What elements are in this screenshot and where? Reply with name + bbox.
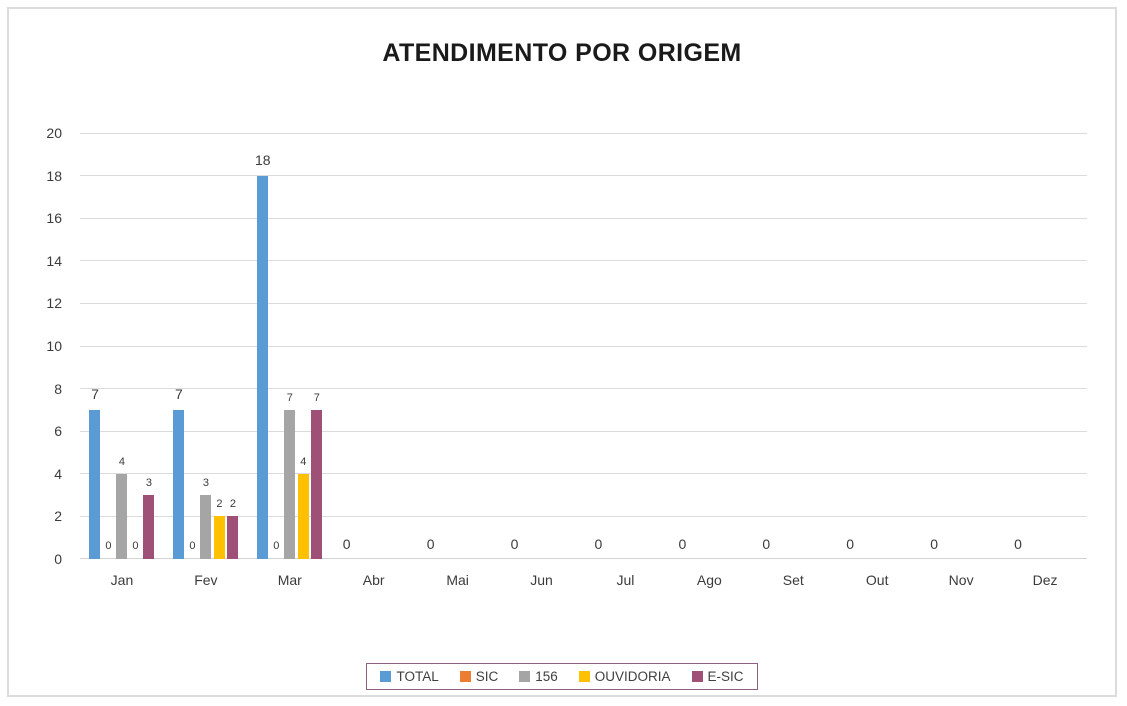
gridline bbox=[80, 302, 1087, 304]
data-label: 2 bbox=[229, 498, 236, 511]
x-axis-tick-label: Fev bbox=[194, 572, 218, 588]
y-axis-tick-label: 6 bbox=[54, 423, 62, 440]
legend-label: OUVIDORIA bbox=[594, 669, 671, 684]
y-axis-tick-label: 8 bbox=[54, 380, 62, 397]
bar-156 bbox=[284, 409, 296, 559]
data-label: 0 bbox=[1014, 536, 1022, 552]
bar-156 bbox=[116, 473, 128, 559]
data-label: 0 bbox=[273, 540, 280, 552]
x-axis-tick-label: Jan bbox=[110, 572, 134, 588]
y-axis-tick-label: 12 bbox=[46, 295, 62, 312]
data-label: 0 bbox=[594, 536, 603, 552]
x-axis-tick-label: Out bbox=[865, 572, 889, 588]
x-axis-tick-label: Jun bbox=[530, 572, 553, 588]
legend-swatch-icon bbox=[459, 671, 471, 682]
legend-item-total: TOTAL bbox=[380, 669, 439, 684]
data-label: 0 bbox=[762, 536, 771, 552]
x-axis-tick-label: Mar bbox=[277, 572, 302, 588]
legend-label: TOTAL bbox=[396, 669, 439, 684]
legend-swatch-icon bbox=[691, 671, 703, 682]
gridline bbox=[80, 515, 1087, 517]
chart-frame: ATENDIMENTO POR ORIGEM Jan Fev Mar Abr Mai Ju… bbox=[7, 7, 1117, 697]
legend-label: E-SIC bbox=[707, 669, 744, 684]
data-label: 0 bbox=[426, 536, 435, 552]
bar-e-sic bbox=[311, 409, 323, 559]
x-axis-tick-label: Jul bbox=[616, 572, 635, 588]
y-axis-tick-label: 14 bbox=[46, 252, 62, 269]
chart-title: ATENDIMENTO POR ORIGEM bbox=[382, 39, 742, 67]
bar-ouvidoria bbox=[297, 473, 309, 559]
data-label: 0 bbox=[342, 536, 351, 552]
bar-total bbox=[173, 409, 185, 559]
data-label: 3 bbox=[145, 477, 153, 490]
legend-label: 156 bbox=[535, 669, 558, 684]
data-label: 0 bbox=[132, 540, 139, 552]
legend-item-156: 156 bbox=[519, 669, 558, 684]
legend-box: TOTAL SIC 156 OUVIDORIA E-SIC bbox=[366, 663, 758, 690]
x-axis-tick-label: Mai bbox=[446, 572, 469, 588]
gridline bbox=[80, 260, 1087, 262]
data-label: 7 bbox=[174, 385, 183, 402]
bar-ouvidoria bbox=[213, 516, 225, 559]
y-axis-tick-label: 18 bbox=[46, 167, 62, 184]
y-axis-tick-label: 10 bbox=[46, 338, 62, 354]
data-label: 4 bbox=[300, 455, 307, 468]
bar-156 bbox=[200, 495, 212, 559]
data-label: 0 bbox=[189, 540, 196, 552]
x-axis-line bbox=[80, 558, 1087, 559]
y-axis-tick-label: 20 bbox=[46, 125, 62, 141]
plot-area: Jan Fev Mar Abr Mai Jun Jul Ago Set Out Nov Dez 7 7 18… bbox=[80, 132, 1087, 588]
data-label: 0 bbox=[678, 536, 687, 552]
bar-e-sic bbox=[143, 495, 155, 559]
data-label: 0 bbox=[510, 536, 519, 552]
data-label: 7 bbox=[313, 391, 320, 404]
data-label: 4 bbox=[118, 455, 126, 468]
legend-swatch-icon bbox=[380, 671, 392, 682]
legend-swatch-icon bbox=[519, 671, 531, 682]
data-label: 18 bbox=[254, 151, 271, 168]
legend-item-ouvidoria: OUVIDORIA bbox=[578, 669, 671, 684]
bar-e-sic bbox=[227, 516, 239, 559]
gridline bbox=[80, 175, 1087, 177]
x-axis-tick-label: Nov bbox=[948, 572, 974, 588]
data-label: 3 bbox=[202, 477, 209, 490]
data-label: 2 bbox=[216, 498, 223, 511]
y-axis-tick-label: 2 bbox=[54, 508, 62, 525]
gridline bbox=[80, 217, 1087, 219]
gridline bbox=[80, 430, 1087, 432]
x-axis-tick-label: Ago bbox=[696, 572, 722, 588]
y-axis-tick-label: 4 bbox=[54, 465, 62, 482]
gridline bbox=[80, 345, 1087, 347]
x-axis-tick-label: Dez bbox=[1032, 572, 1058, 588]
y-axis-tick-label: 0 bbox=[54, 551, 62, 567]
y-axis-tick-label: 16 bbox=[46, 210, 62, 227]
x-axis-tick-label: Abr bbox=[362, 572, 385, 588]
legend-swatch-icon bbox=[578, 671, 590, 682]
bar-total bbox=[257, 175, 269, 559]
data-label: 7 bbox=[286, 391, 293, 404]
legend-item-sic: SIC bbox=[459, 669, 499, 684]
legend: TOTAL SIC 156 OUVIDORIA E-SIC bbox=[9, 663, 1115, 690]
data-label: 0 bbox=[930, 536, 939, 552]
data-label: 0 bbox=[846, 536, 855, 552]
data-label: 7 bbox=[91, 385, 99, 402]
gridline bbox=[80, 132, 1087, 134]
legend-label: SIC bbox=[475, 669, 499, 684]
gridline bbox=[80, 473, 1087, 475]
x-axis-tick-label: Set bbox=[782, 572, 804, 588]
legend-item-e-sic: E-SIC bbox=[691, 669, 744, 684]
data-label: 0 bbox=[105, 540, 112, 552]
gridline bbox=[80, 388, 1087, 390]
bar-total bbox=[89, 409, 101, 559]
